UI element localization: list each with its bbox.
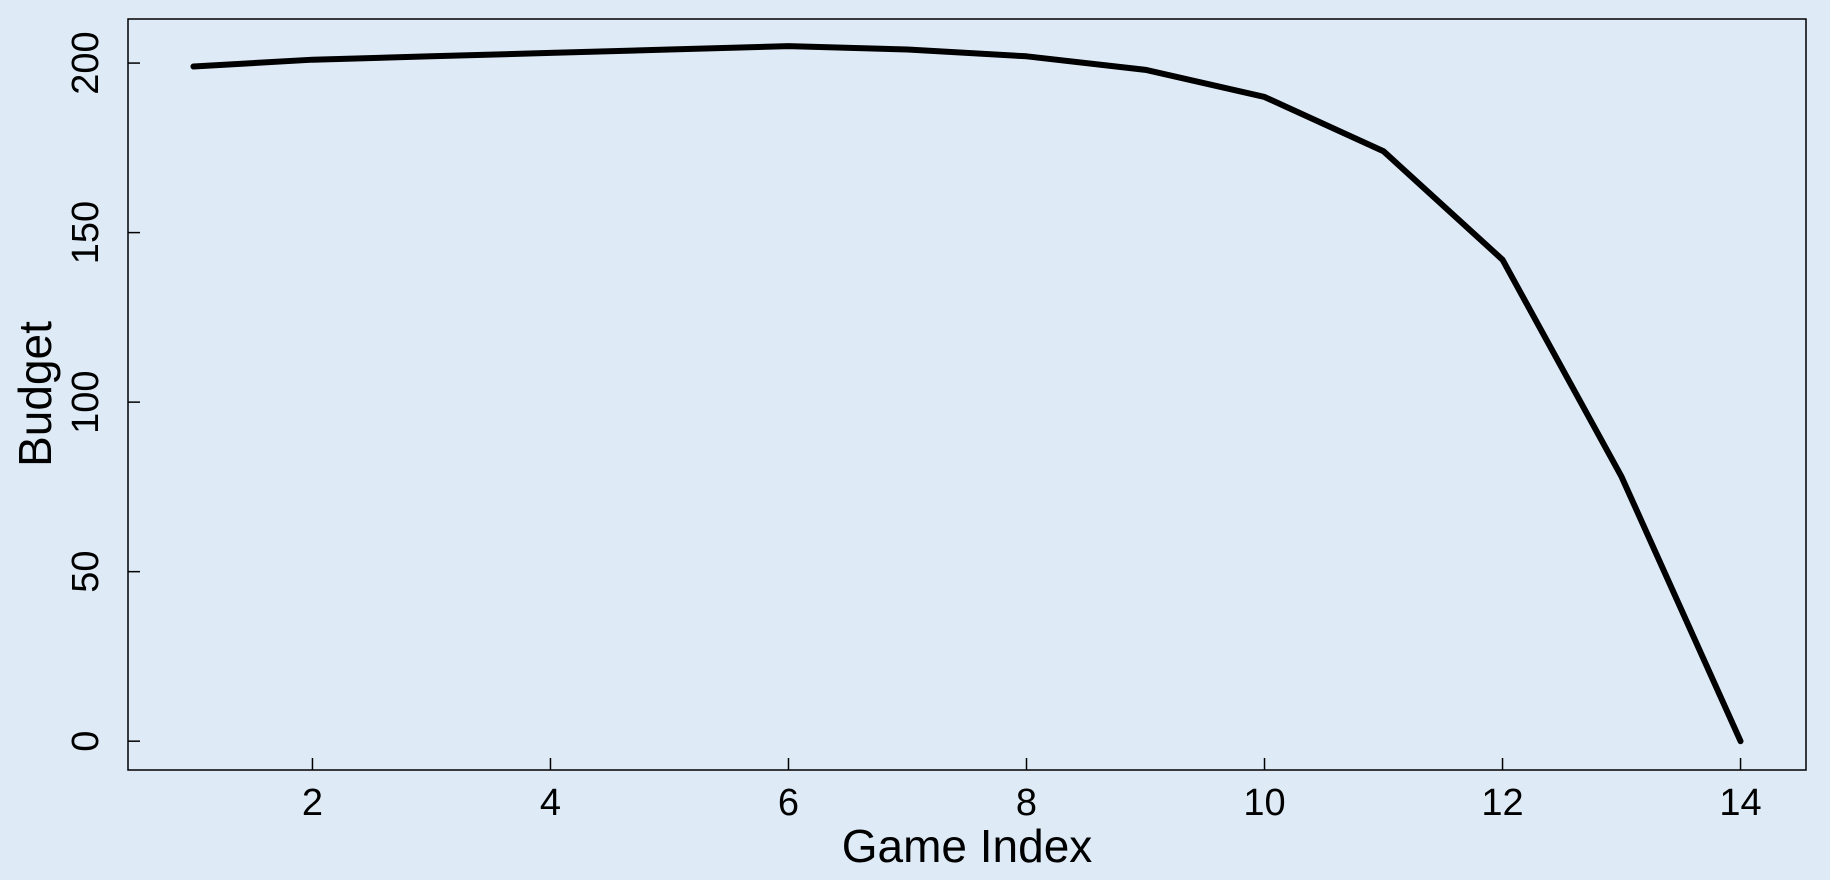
x-tick-label: 2 [302,782,323,824]
y-tick-label: 0 [65,731,107,752]
x-tick-label: 6 [778,782,799,824]
x-tick-label: 12 [1481,782,1523,824]
x-axis: 2 4 6 8 10 12 14 [302,758,1762,824]
y-tick-label: 200 [65,31,107,94]
x-tick-label: 8 [1016,782,1037,824]
x-tick-label: 4 [540,782,561,824]
y-tick-label: 100 [65,370,107,433]
x-axis-label: Game Index [842,820,1093,872]
x-tick-label: 14 [1719,782,1761,824]
series-points [193,46,1740,741]
x-tick-label: 10 [1243,782,1285,824]
y-tick-label: 50 [65,551,107,593]
y-axis-label: Budget [9,321,61,467]
plot-frame [128,19,1806,770]
series-line [193,46,1740,741]
y-tick-label: 150 [65,201,107,264]
